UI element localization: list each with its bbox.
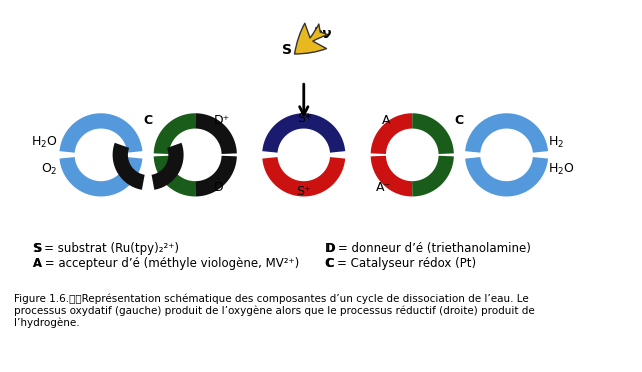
Text: S: S xyxy=(282,43,291,57)
Text: S*: S* xyxy=(297,112,311,125)
Text: D = donneur d’é (triethanolamine): D = donneur d’é (triethanolamine) xyxy=(325,242,532,255)
Text: H$_2$O: H$_2$O xyxy=(548,161,575,177)
Text: S: S xyxy=(33,242,42,255)
Text: C: C xyxy=(325,257,334,270)
Text: S = substrat (Ru(tpy)₂²⁺): S = substrat (Ru(tpy)₂²⁺) xyxy=(33,242,179,255)
Text: D: D xyxy=(214,182,224,195)
Text: hν: hν xyxy=(313,27,333,41)
Text: A: A xyxy=(382,115,390,127)
Text: Figure 1.6.		Représentation schématique des composantes d’un cycle de dissociati: Figure 1.6. Représentation schématique d… xyxy=(14,294,535,328)
Text: D⁺: D⁺ xyxy=(214,115,230,127)
Text: D: D xyxy=(325,242,335,255)
Text: C: C xyxy=(455,115,464,127)
Text: A⁻: A⁻ xyxy=(376,182,390,195)
Text: C: C xyxy=(144,115,153,127)
Text: C = Catalyseur rédox (Pt): C = Catalyseur rédox (Pt) xyxy=(325,257,476,270)
Text: A = accepteur d’é (méthyle viologène, MV²⁺): A = accepteur d’é (méthyle viologène, MV… xyxy=(33,257,299,270)
Text: S⁺: S⁺ xyxy=(297,185,311,198)
Text: H$_2$: H$_2$ xyxy=(548,135,564,150)
Text: O$_2$: O$_2$ xyxy=(41,161,58,177)
Text: H$_2$O: H$_2$O xyxy=(31,135,58,150)
Text: A: A xyxy=(33,257,42,270)
